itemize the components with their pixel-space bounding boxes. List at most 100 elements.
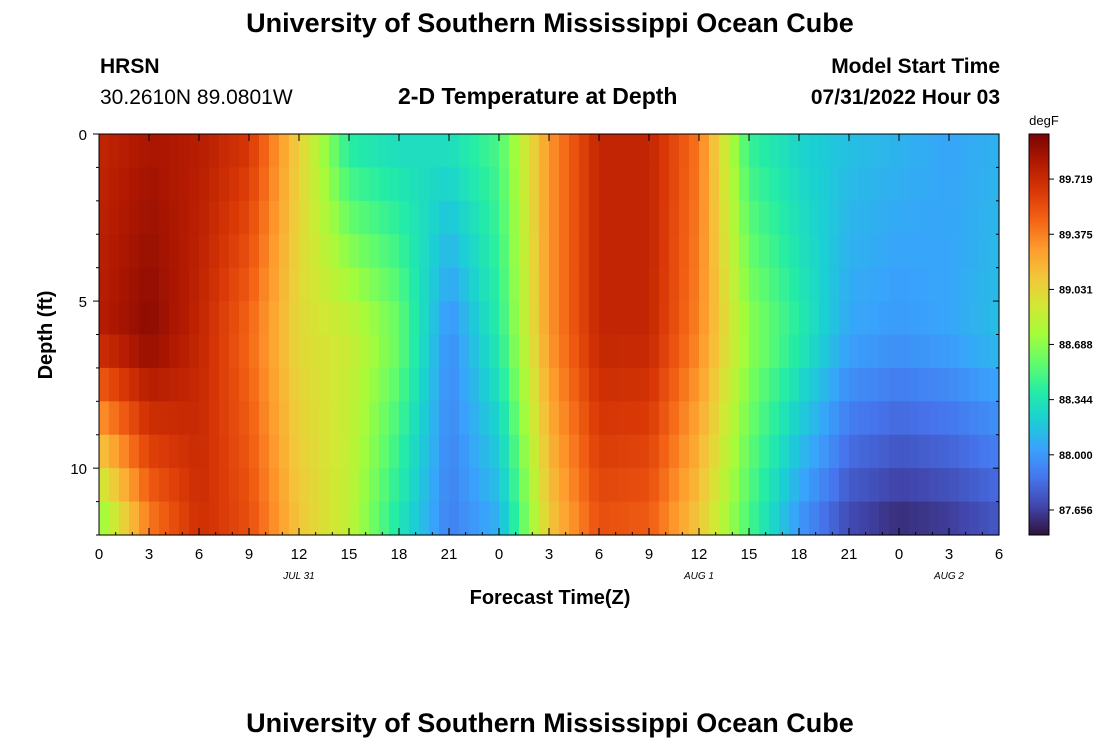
heatmap-cell <box>789 267 800 302</box>
y-tick-label: 5 <box>79 294 87 311</box>
heatmap-cell <box>649 501 660 536</box>
heatmap-cell <box>919 267 930 302</box>
heatmap-cell <box>129 301 140 336</box>
heatmap-cell <box>689 434 700 469</box>
heatmap-cell <box>209 468 220 503</box>
heatmap-cell <box>119 267 130 302</box>
heatmap-cell <box>439 367 450 402</box>
heatmap-cell <box>469 167 480 202</box>
heatmap-cell <box>289 200 300 235</box>
heatmap-cell <box>809 200 820 235</box>
heatmap-cell <box>489 501 500 536</box>
heatmap-cell <box>239 401 250 436</box>
heatmap-cell <box>929 401 940 436</box>
heatmap-cell <box>689 468 700 503</box>
heatmap-cell <box>129 200 140 235</box>
heatmap-cell <box>119 367 130 402</box>
heatmap-cell <box>539 434 550 469</box>
heatmap-cell <box>109 200 120 235</box>
heatmap-cell <box>509 134 520 169</box>
heatmap-cell <box>689 167 700 202</box>
heatmap-cell <box>109 468 120 503</box>
heatmap-cell <box>139 301 150 336</box>
heatmap-cell <box>829 367 840 402</box>
heatmap-cell <box>779 434 790 469</box>
heatmap-cell <box>129 334 140 369</box>
heatmap-cell <box>479 434 490 469</box>
heatmap-cell <box>349 434 360 469</box>
heatmap-cell <box>779 334 790 369</box>
heatmap-cell <box>979 401 990 436</box>
heatmap-cell <box>949 367 960 402</box>
heatmap-cell <box>539 501 550 536</box>
heatmap-cell <box>119 468 130 503</box>
heatmap-cell <box>249 200 260 235</box>
heatmap-cell <box>749 501 760 536</box>
heatmap-cell <box>799 434 810 469</box>
heatmap-cell <box>459 401 470 436</box>
heatmap-cell <box>609 234 620 269</box>
heatmap-cell <box>789 468 800 503</box>
heatmap-cell <box>439 200 450 235</box>
heatmap-cell <box>329 301 340 336</box>
heatmap-cell <box>179 200 190 235</box>
heatmap-cell <box>99 200 110 235</box>
heatmap-cell <box>819 267 830 302</box>
heatmap-cell <box>939 167 950 202</box>
heatmap-cell <box>529 501 540 536</box>
heatmap-cell <box>299 200 310 235</box>
heatmap-cell <box>209 301 220 336</box>
heatmap-cell <box>729 468 740 503</box>
heatmap-cell <box>369 234 380 269</box>
heatmap-cell <box>309 334 320 369</box>
heatmap-cell <box>939 267 950 302</box>
heatmap-cell <box>809 134 820 169</box>
colorbar <box>1028 133 1050 536</box>
heatmap-cell <box>839 167 850 202</box>
heatmap-cell <box>389 167 400 202</box>
heatmap-cell <box>889 468 900 503</box>
heatmap-cell <box>889 401 900 436</box>
colorbar-tick-label: 88.344 <box>1059 395 1094 407</box>
heatmap-cell <box>599 134 610 169</box>
heatmap-cell <box>359 134 370 169</box>
heatmap-cell <box>959 468 970 503</box>
heatmap-cell <box>369 134 380 169</box>
heatmap-cell <box>259 134 270 169</box>
heatmap-cell <box>989 301 1000 336</box>
heatmap-cell <box>479 401 490 436</box>
heatmap-cell <box>349 334 360 369</box>
heatmap-cell <box>799 367 810 402</box>
heatmap-cell <box>809 401 820 436</box>
heatmap-cell <box>479 267 490 302</box>
heatmap-cell <box>819 434 830 469</box>
chart-subtitle: 2-D Temperature at Depth <box>398 83 678 109</box>
heatmap-cell <box>399 167 410 202</box>
heatmap-cell <box>439 468 450 503</box>
heatmap-cell <box>459 501 470 536</box>
heatmap-cell <box>659 434 670 469</box>
heatmap-cell <box>169 334 180 369</box>
heatmap-cell <box>449 501 460 536</box>
heatmap-cell <box>949 468 960 503</box>
heatmap-cell <box>649 267 660 302</box>
heatmap-cell <box>549 468 560 503</box>
heatmap-cell <box>679 234 690 269</box>
heatmap-cell <box>139 434 150 469</box>
heatmap-cell <box>149 367 160 402</box>
heatmap-cell <box>319 200 330 235</box>
heatmap-cell <box>239 367 250 402</box>
heatmap-cell <box>909 367 920 402</box>
heatmap-cell <box>479 301 490 336</box>
heatmap-cell <box>409 267 420 302</box>
heatmap-cell <box>749 401 760 436</box>
heatmap-cell <box>949 134 960 169</box>
heatmap-cell <box>959 200 970 235</box>
heatmap-cell <box>879 401 890 436</box>
heatmap-cell <box>709 334 720 369</box>
x-tick-label: 15 <box>741 546 758 563</box>
heatmap-cell <box>979 334 990 369</box>
heatmap-cell <box>709 267 720 302</box>
heatmap-cell <box>979 267 990 302</box>
heatmap-cell <box>899 401 910 436</box>
